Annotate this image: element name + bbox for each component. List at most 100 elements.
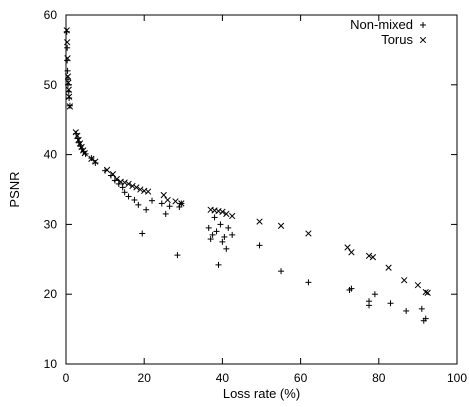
- x-tick-label: 100: [447, 371, 467, 385]
- plus-point: [403, 307, 410, 314]
- plus-point: [366, 302, 373, 309]
- cross-point: [74, 132, 81, 139]
- cross-point: [144, 188, 152, 195]
- cross-point: [172, 198, 179, 205]
- plus-point: [149, 197, 156, 204]
- cross-point: [344, 244, 351, 251]
- series-torus: [63, 27, 431, 296]
- plus-point: [207, 236, 214, 243]
- cross-point: [219, 208, 226, 215]
- cross-point: [178, 200, 185, 207]
- plus-point: [219, 238, 226, 245]
- plus-point: [64, 44, 71, 51]
- cross-point: [65, 79, 72, 86]
- cross-point: [81, 150, 88, 157]
- cross-point: [78, 143, 85, 151]
- plus-point: [209, 231, 216, 238]
- cross-point: [229, 212, 236, 220]
- cross-point: [64, 73, 72, 80]
- plus-point: [256, 242, 263, 249]
- cross-point: [256, 218, 263, 225]
- plus-point: [205, 224, 212, 231]
- data-points: [63, 27, 431, 324]
- cross-point: [223, 210, 230, 218]
- y-tick-label: 20: [44, 287, 58, 301]
- plus-point: [225, 224, 232, 231]
- plus-point: [348, 285, 355, 292]
- cross-point: [121, 179, 128, 186]
- cross-point: [66, 103, 74, 110]
- cross-point: [385, 264, 392, 271]
- plus-point: [305, 279, 312, 286]
- cross-point: [76, 140, 84, 147]
- plus-point: [135, 201, 142, 208]
- plus-point: [217, 221, 224, 228]
- cross-point: [65, 93, 73, 100]
- cross-point: [133, 184, 140, 191]
- cross-point: [88, 155, 95, 162]
- plus-point: [418, 305, 425, 312]
- plus-point: [221, 233, 228, 240]
- plus-point: [229, 231, 236, 238]
- plus-point: [387, 300, 394, 307]
- cross-point: [125, 180, 132, 188]
- plus-point: [125, 193, 132, 200]
- plus-point: [371, 291, 378, 298]
- cross-point: [424, 289, 431, 296]
- cross-point: [63, 27, 70, 34]
- cross-point: [365, 252, 373, 259]
- y-tick-label: 30: [44, 217, 58, 231]
- legend-marker: [420, 22, 426, 28]
- cross-point: [160, 191, 167, 199]
- x-tick-label: 40: [216, 371, 230, 385]
- cross-point: [414, 281, 422, 289]
- cross-point: [75, 136, 82, 144]
- legend-label: Non-mixed: [350, 17, 413, 32]
- plot-frame: [65, 14, 458, 365]
- plus-point: [143, 206, 150, 213]
- x-tick-label: 80: [372, 371, 386, 385]
- x-axis-label: Loss rate (%): [223, 386, 300, 401]
- cross-point: [72, 129, 79, 136]
- plus-point: [121, 189, 128, 196]
- y-tick-label: 60: [44, 8, 58, 22]
- plus-point: [131, 196, 138, 203]
- cross-point: [277, 222, 285, 229]
- cross-point: [305, 230, 312, 237]
- cross-point: [348, 249, 355, 256]
- cross-point: [113, 175, 120, 183]
- x-tick-label: 60: [294, 371, 308, 385]
- cross-point: [137, 186, 144, 193]
- cross-point: [109, 170, 117, 178]
- y-tick-label: 50: [44, 78, 58, 92]
- y-tick-label: 10: [44, 357, 58, 371]
- y-axis-label: PSNR: [7, 171, 22, 207]
- cross-point: [64, 55, 71, 62]
- cross-point: [401, 277, 408, 284]
- plus-point: [158, 200, 165, 207]
- cross-point: [129, 182, 136, 190]
- plus-point: [119, 184, 126, 191]
- cross-point: [164, 196, 171, 204]
- plus-point: [213, 228, 220, 235]
- plus-point: [174, 252, 181, 259]
- plus-point: [166, 203, 173, 210]
- plus-point: [223, 245, 230, 252]
- cross-point: [64, 39, 71, 46]
- series-non-mixed: [63, 28, 429, 324]
- plus-point: [211, 214, 218, 221]
- x-tick-label: 20: [138, 371, 152, 385]
- cross-point: [422, 288, 429, 296]
- axis-tick-labels: 0 20 40 60 80 100 10 20 30 40 50 60: [44, 8, 468, 385]
- cross-point: [103, 166, 111, 174]
- cross-point: [369, 254, 377, 261]
- cross-point: [65, 86, 72, 93]
- plus-point: [64, 76, 71, 83]
- plus-point: [278, 268, 285, 275]
- legend-marker: [419, 36, 427, 44]
- y-tick-label: 40: [44, 148, 58, 162]
- plus-point: [139, 230, 146, 237]
- plus-point: [422, 315, 429, 322]
